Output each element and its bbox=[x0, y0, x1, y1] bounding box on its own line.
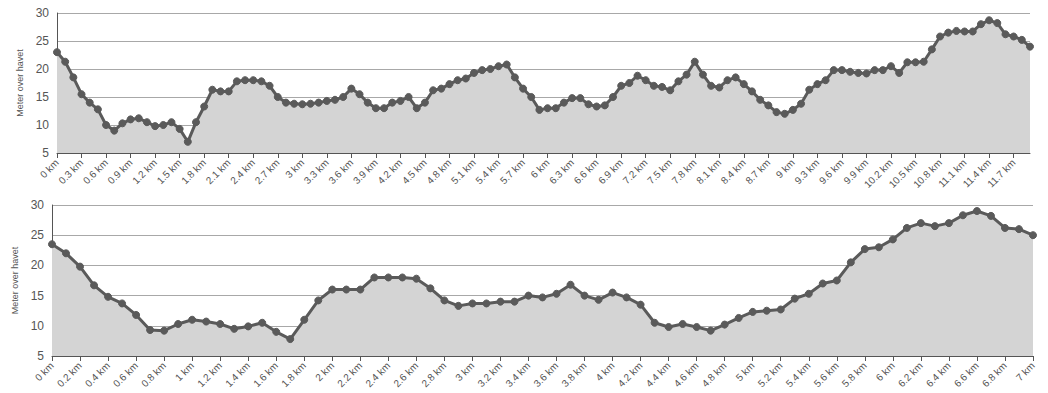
svg-text:1.8 km: 1.8 km bbox=[279, 360, 308, 389]
svg-text:20: 20 bbox=[36, 62, 50, 76]
svg-text:3.6 km: 3.6 km bbox=[326, 157, 355, 186]
svg-text:5.2 km: 5.2 km bbox=[756, 360, 785, 389]
svg-text:2.7 km: 2.7 km bbox=[253, 157, 282, 186]
svg-text:2.6 km: 2.6 km bbox=[391, 360, 420, 389]
svg-text:3 km: 3 km bbox=[453, 360, 476, 383]
svg-text:8.4 km: 8.4 km bbox=[719, 157, 748, 186]
svg-text:4.4 km: 4.4 km bbox=[644, 360, 673, 389]
svg-text:25: 25 bbox=[36, 34, 50, 48]
svg-text:5.4 km: 5.4 km bbox=[473, 157, 502, 186]
svg-text:1.2 km: 1.2 km bbox=[195, 360, 224, 389]
svg-text:4.2 km: 4.2 km bbox=[616, 360, 645, 389]
svg-text:10.8 km: 10.8 km bbox=[911, 157, 944, 190]
svg-text:2.4 km: 2.4 km bbox=[228, 157, 257, 186]
svg-text:25: 25 bbox=[31, 228, 45, 242]
svg-text:10: 10 bbox=[36, 118, 50, 132]
svg-text:20: 20 bbox=[31, 258, 45, 272]
svg-text:9 km: 9 km bbox=[773, 157, 797, 181]
svg-text:6.6 km: 6.6 km bbox=[572, 157, 601, 186]
svg-text:Meter over havet: Meter over havet bbox=[15, 49, 25, 117]
svg-text:15: 15 bbox=[36, 90, 50, 104]
svg-text:0.6 km: 0.6 km bbox=[111, 360, 140, 389]
svg-text:4.5 km: 4.5 km bbox=[400, 157, 429, 186]
svg-text:1.5 km: 1.5 km bbox=[155, 157, 184, 186]
svg-text:11.1 km: 11.1 km bbox=[936, 157, 969, 190]
svg-text:1.4 km: 1.4 km bbox=[223, 360, 252, 389]
svg-text:2.4 km: 2.4 km bbox=[363, 360, 392, 389]
svg-text:9.3 km: 9.3 km bbox=[792, 157, 821, 186]
svg-text:30: 30 bbox=[31, 198, 45, 212]
svg-text:6.4 km: 6.4 km bbox=[924, 360, 953, 389]
svg-text:4 km: 4 km bbox=[593, 360, 616, 383]
svg-text:3.6 km: 3.6 km bbox=[531, 360, 560, 389]
svg-text:7.5 km: 7.5 km bbox=[645, 157, 674, 186]
svg-text:3 km: 3 km bbox=[283, 157, 307, 181]
svg-text:3.8 km: 3.8 km bbox=[559, 360, 588, 389]
svg-text:2 km: 2 km bbox=[313, 360, 336, 383]
svg-text:5: 5 bbox=[42, 146, 49, 160]
svg-text:0.4 km: 0.4 km bbox=[83, 360, 112, 389]
svg-text:0 km: 0 km bbox=[37, 157, 61, 181]
svg-text:5: 5 bbox=[37, 349, 44, 363]
svg-text:2.2 km: 2.2 km bbox=[335, 360, 364, 389]
svg-text:5 km: 5 km bbox=[734, 360, 757, 383]
svg-text:5.8 km: 5.8 km bbox=[840, 360, 869, 389]
svg-text:5.4 km: 5.4 km bbox=[784, 360, 813, 389]
svg-text:Meter over havet: Meter over havet bbox=[10, 246, 20, 314]
svg-text:11.4 km: 11.4 km bbox=[960, 157, 993, 190]
svg-text:4.8 km: 4.8 km bbox=[424, 157, 453, 186]
svg-text:0.9 km: 0.9 km bbox=[106, 157, 135, 186]
svg-text:1 km: 1 km bbox=[173, 360, 196, 383]
svg-text:9.6 km: 9.6 km bbox=[817, 157, 846, 186]
svg-text:1.2 km: 1.2 km bbox=[130, 157, 159, 186]
svg-text:2.8 km: 2.8 km bbox=[419, 360, 448, 389]
svg-text:4.8 km: 4.8 km bbox=[700, 360, 729, 389]
svg-text:6.2 km: 6.2 km bbox=[896, 360, 925, 389]
svg-text:11.7 km: 11.7 km bbox=[985, 157, 1017, 189]
svg-text:0.3 km: 0.3 km bbox=[56, 157, 85, 186]
svg-text:5.6 km: 5.6 km bbox=[812, 360, 841, 389]
svg-text:3.2 km: 3.2 km bbox=[475, 360, 504, 389]
svg-text:2.1 km: 2.1 km bbox=[204, 157, 233, 186]
svg-text:6.9 km: 6.9 km bbox=[596, 157, 625, 186]
svg-text:3.9 km: 3.9 km bbox=[351, 157, 380, 186]
svg-text:6.6 km: 6.6 km bbox=[952, 360, 981, 389]
svg-text:15: 15 bbox=[31, 289, 45, 303]
svg-text:10.2 km: 10.2 km bbox=[862, 157, 895, 190]
svg-text:0.8 km: 0.8 km bbox=[139, 360, 168, 389]
svg-text:6 km: 6 km bbox=[528, 157, 552, 181]
svg-text:5.1 km: 5.1 km bbox=[449, 157, 478, 186]
svg-text:7.8 km: 7.8 km bbox=[670, 157, 699, 186]
svg-text:6 km: 6 km bbox=[874, 360, 897, 383]
svg-text:0.6 km: 0.6 km bbox=[81, 157, 110, 186]
svg-text:6.3 km: 6.3 km bbox=[547, 157, 576, 186]
svg-text:4.2 km: 4.2 km bbox=[375, 157, 404, 186]
svg-text:8.7 km: 8.7 km bbox=[743, 157, 772, 186]
svg-text:0.2 km: 0.2 km bbox=[55, 360, 84, 389]
svg-text:4.6 km: 4.6 km bbox=[672, 360, 701, 389]
svg-text:3.3 km: 3.3 km bbox=[302, 157, 331, 186]
svg-text:1.8 km: 1.8 km bbox=[179, 157, 208, 186]
svg-text:8.1 km: 8.1 km bbox=[694, 157, 723, 186]
svg-text:9.9 km: 9.9 km bbox=[841, 157, 871, 187]
svg-text:6.8 km: 6.8 km bbox=[980, 360, 1009, 389]
svg-text:0 km: 0 km bbox=[33, 360, 56, 383]
svg-text:3.4 km: 3.4 km bbox=[503, 360, 532, 389]
svg-text:5.7 km: 5.7 km bbox=[498, 157, 527, 186]
svg-text:10.5 km: 10.5 km bbox=[886, 157, 920, 190]
svg-text:10: 10 bbox=[31, 319, 45, 333]
svg-text:7.2 km: 7.2 km bbox=[621, 157, 650, 186]
svg-text:30: 30 bbox=[36, 6, 50, 20]
svg-text:7 km: 7 km bbox=[1014, 360, 1037, 383]
svg-text:1.6 km: 1.6 km bbox=[251, 360, 280, 389]
